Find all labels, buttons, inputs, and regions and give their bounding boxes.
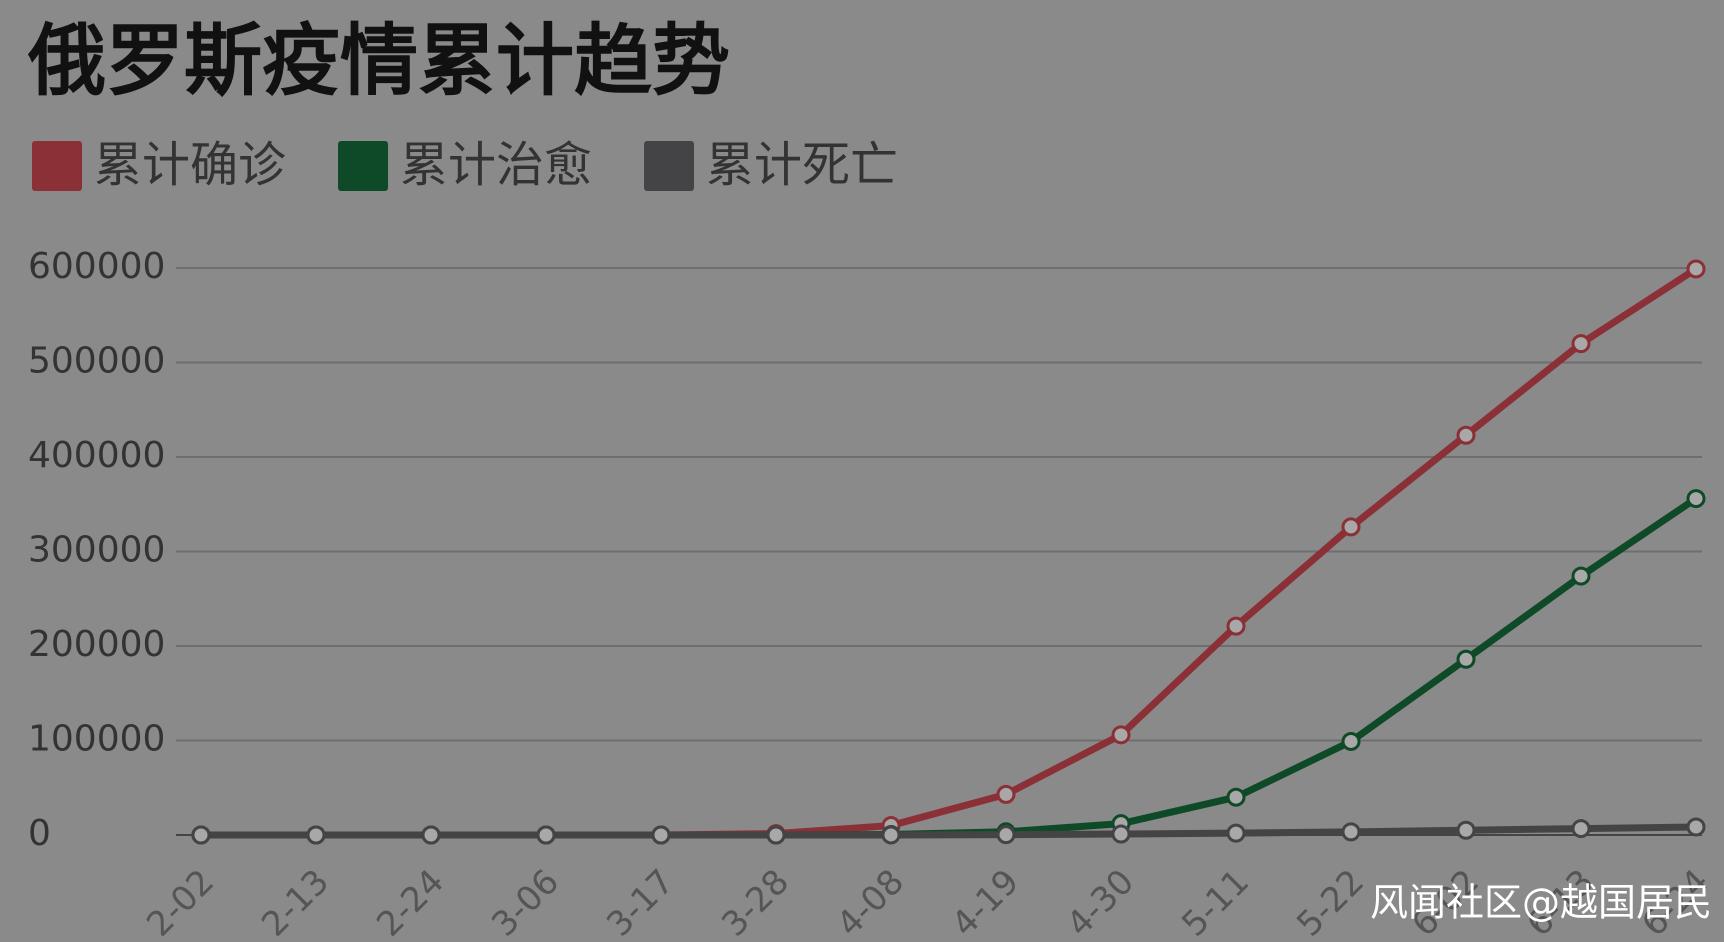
- y-tick-label: 100000: [28, 719, 165, 760]
- y-tick-label: 300000: [28, 530, 165, 571]
- data-point: [996, 825, 1016, 845]
- data-point: [536, 825, 556, 845]
- data-point: [1456, 820, 1476, 840]
- data-point: [996, 784, 1016, 804]
- data-point: [1226, 616, 1246, 636]
- data-point: [1686, 259, 1706, 279]
- data-point: [306, 825, 326, 845]
- data-point: [1686, 817, 1706, 837]
- data-point: [1226, 787, 1246, 807]
- data-point: [1571, 566, 1591, 586]
- data-point: [191, 825, 211, 845]
- plot-area: 累计确诊 累计治愈 累计死亡 0 100000 200000 300000 400000 500…: [28, 137, 1717, 942]
- data-point: [1226, 823, 1246, 843]
- legend-label: 累计死亡: [706, 137, 898, 193]
- data-point: [1571, 819, 1591, 839]
- data-point: [1111, 824, 1131, 844]
- data-point: [766, 825, 786, 845]
- y-tick-label: 400000: [28, 435, 165, 476]
- legend-swatch: [338, 141, 389, 191]
- data-point: [421, 825, 441, 845]
- y-tick-label: 600000: [28, 246, 165, 287]
- watermark: 风闻社区@越国居民: [1370, 881, 1712, 925]
- legend-swatch: [644, 141, 695, 191]
- y-tick-label: 200000: [28, 624, 165, 665]
- data-point: [1571, 334, 1591, 354]
- data-point: [1341, 822, 1361, 842]
- data-point: [881, 825, 901, 845]
- data-point: [1341, 731, 1361, 751]
- data-point: [1341, 517, 1361, 537]
- data-point: [1456, 425, 1476, 445]
- legend-label: 累计确诊: [94, 137, 286, 193]
- legend-label: 累计治愈: [400, 137, 592, 193]
- y-tick-label: 500000: [28, 341, 165, 382]
- data-point: [1686, 489, 1706, 509]
- data-point: [651, 825, 671, 845]
- legend-swatch: [32, 141, 82, 191]
- y-tick-label: 0: [28, 813, 51, 854]
- series-line: [197, 823, 1700, 839]
- chart-title: 俄罗斯疫情累计趋势: [27, 16, 730, 106]
- data-point: [1456, 649, 1476, 669]
- data-point: [1111, 725, 1131, 745]
